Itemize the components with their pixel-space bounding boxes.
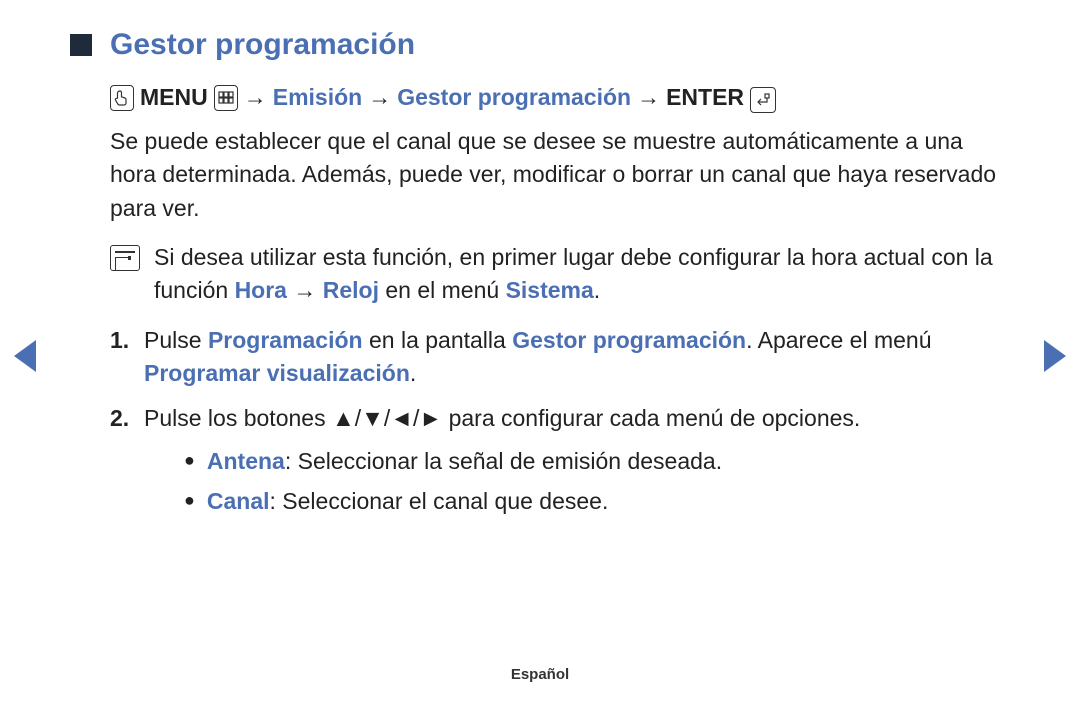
- breadcrumb: MENU → Emisión → Gestor programación → E…: [110, 84, 1010, 111]
- list-item: 2. Pulse los botones ▲/▼/◄/► para config…: [110, 402, 1010, 524]
- chevron-right-icon: [1044, 340, 1066, 372]
- breadcrumb-arrow: →: [244, 84, 267, 111]
- menu-grid-icon: [214, 85, 238, 111]
- note-block: Si desea utilizar esta función, en prime…: [110, 241, 1010, 308]
- bullet-term: Canal: [207, 488, 270, 514]
- step-text: Pulse los botones: [144, 405, 332, 431]
- note-mid: en el menú: [379, 277, 506, 303]
- footer-language: Español: [0, 666, 1080, 683]
- step-text: . Aparece el menú: [746, 327, 931, 353]
- manual-page: Gestor programación MENU → Emisión → Ges…: [0, 0, 1080, 705]
- prev-page-button[interactable]: [14, 340, 36, 372]
- content-area: MENU → Emisión → Gestor programación → E…: [70, 84, 1010, 525]
- step-text: Pulse: [144, 327, 208, 353]
- menu-label: MENU: [140, 84, 208, 111]
- bullet-term: Antena: [207, 448, 285, 474]
- list-item: 1. Pulse Programación en la pantalla Ges…: [110, 324, 1010, 391]
- bullet-dot-icon: ●: [184, 484, 195, 519]
- note-text: Si desea utilizar esta función, en prime…: [154, 241, 1010, 308]
- arrow-keys-icon: ▲/▼/◄/►: [332, 405, 442, 431]
- chevron-left-icon: [14, 340, 36, 372]
- bullet-dot-icon: ●: [184, 444, 195, 479]
- intro-paragraph: Se puede establecer que el canal que se …: [110, 125, 1010, 225]
- bullet-body: Canal: Seleccionar el canal que desee.: [207, 484, 608, 519]
- breadcrumb-step: Gestor programación: [397, 84, 631, 111]
- touch-hand-icon: [110, 85, 134, 111]
- step-text: para configurar cada menú de opciones.: [442, 405, 860, 431]
- page-title: Gestor programación: [110, 28, 415, 62]
- next-page-button[interactable]: [1044, 340, 1066, 372]
- step-term: Programación: [208, 327, 363, 353]
- list-body: Pulse los botones ▲/▼/◄/► para configura…: [144, 402, 860, 524]
- note-hora: Hora: [235, 277, 287, 303]
- bullet-rest: : Seleccionar el canal que desee.: [270, 488, 609, 514]
- step-text: en la pantalla: [363, 327, 513, 353]
- note-sistema: Sistema: [506, 277, 594, 303]
- enter-return-icon: [750, 87, 776, 113]
- step-text: .: [410, 360, 416, 386]
- breadcrumb-arrow: →: [368, 84, 391, 111]
- bullet-rest: : Seleccionar la señal de emisión desead…: [285, 448, 722, 474]
- bullet-item: ● Canal: Seleccionar el canal que desee.: [184, 484, 860, 519]
- numbered-list: 1. Pulse Programación en la pantalla Ges…: [110, 324, 1010, 525]
- note-arrow: →: [287, 277, 323, 303]
- step-term: Gestor programación: [512, 327, 746, 353]
- list-body: Pulse Programación en la pantalla Gestor…: [144, 324, 1010, 391]
- section-bullet-icon: [70, 34, 92, 56]
- title-row: Gestor programación: [70, 28, 1010, 62]
- bullet-body: Antena: Seleccionar la señal de emisión …: [207, 444, 722, 479]
- list-number: 2.: [110, 402, 134, 524]
- note-reloj: Reloj: [323, 277, 379, 303]
- step-term: Programar visualización: [144, 360, 410, 386]
- bullet-item: ● Antena: Seleccionar la señal de emisió…: [184, 444, 860, 479]
- sub-bullet-list: ● Antena: Seleccionar la señal de emisió…: [144, 444, 860, 519]
- breadcrumb-step: Emisión: [273, 84, 362, 111]
- note-icon: [110, 245, 140, 271]
- list-number: 1.: [110, 324, 134, 391]
- enter-label: ENTER: [666, 84, 744, 111]
- note-end: .: [594, 277, 600, 303]
- breadcrumb-arrow: →: [637, 84, 660, 111]
